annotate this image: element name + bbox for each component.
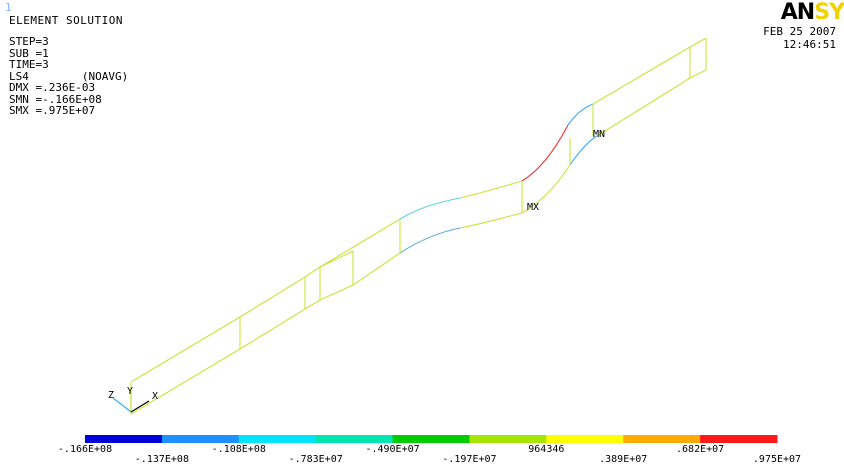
upper-edge (130, 218, 401, 383)
triad-x-label: X (152, 391, 158, 402)
plot-time: 12:46:51 (783, 38, 836, 51)
logo-text: AN (780, 0, 815, 25)
info-dmx: DMX =.236E-03 (9, 81, 96, 94)
ansys-logo: ANSY (781, 0, 844, 25)
upper-edge-curve-3 (521, 124, 569, 182)
lower-edge (130, 252, 401, 415)
min-label: MN (593, 129, 605, 140)
upper-edge-curve-1 (399, 197, 461, 220)
max-label: MX (527, 202, 539, 213)
logo-text-cut: SY (814, 0, 844, 25)
window-number: 1 (5, 1, 12, 14)
axis-triad: Z Y X (108, 386, 158, 413)
triad-z-label: Z (108, 390, 114, 401)
info-smx: SMX =.975E+07 (9, 104, 96, 117)
info-sub: SUB =1 (9, 46, 49, 60)
info-time: TIME=3 (9, 58, 49, 71)
lower-edge-curve-4 (569, 135, 598, 166)
info-step: STEP=3 (9, 35, 49, 48)
lower-edge-curve-1 (399, 227, 461, 254)
timestamp: FEB 25 2007 12:46:51 (763, 25, 836, 51)
solution-info: STEP=3 SUB =1 TIME=3 LS4 (NOAVG) DMX =.2… (9, 36, 128, 117)
triad-z-axis (112, 397, 132, 413)
inner-segment (319, 250, 354, 268)
triad-x-axis (130, 400, 150, 413)
lower-edge-end (596, 69, 707, 137)
triad-y-label: Y (127, 386, 133, 397)
lower-edge-curve-3 (521, 164, 571, 214)
lower-edge-curve-2 (459, 212, 523, 229)
pipe-model (130, 37, 707, 415)
upper-edge-curve-4 (567, 103, 594, 126)
upper-edge-end (592, 37, 707, 105)
plot-title: ELEMENT SOLUTION (9, 14, 123, 27)
upper-edge-curve-2 (459, 180, 523, 199)
info-ls: LS4 (NOAVG) (9, 69, 129, 83)
info-smn: SMN =-.166E+08 (9, 92, 102, 106)
plot-date: FEB 25 2007 (763, 25, 836, 38)
